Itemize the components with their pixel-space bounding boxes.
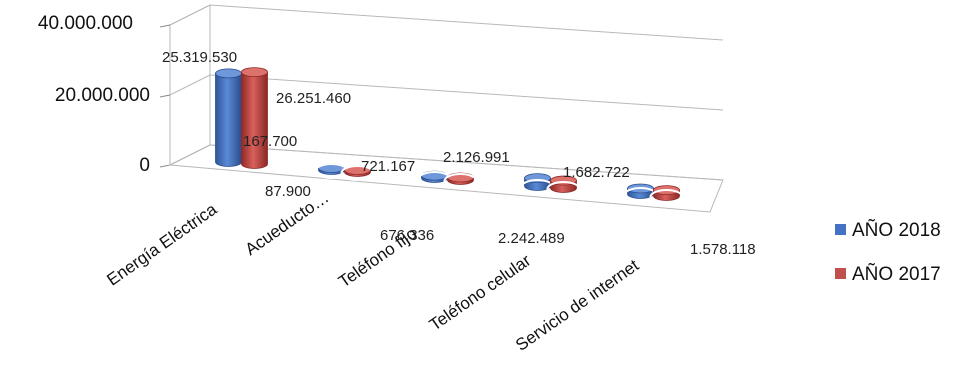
bar-2018-3 [520,173,555,195]
bar-2017-3 [546,175,581,197]
data-label-2018-acueducto: 87.900 [265,183,311,200]
bar-2018-2 [417,170,452,187]
bar-2018-4 [623,183,658,203]
bar-2018-0 [215,68,242,167]
y-tick-label-20m: 20.000.000 [55,85,150,106]
x-tick-label-telefono-fijo: Teléfono fijo [335,224,420,292]
data-label-2018-servicio-internet: 1.578.118 [690,241,756,258]
gridline-side [169,74,211,96]
legend-swatch-2017 [835,268,846,279]
data-label-2017-acueducto: 167.700 [243,133,297,150]
gridline [209,74,724,111]
y-tick-label-40m: 40.000.000 [38,13,133,34]
floor [168,144,724,213]
data-label-2018-telefono-fijo: 676.336 [380,227,434,244]
gridline-side [169,4,211,26]
legend-label-2017: AÑO 2017 [852,263,941,285]
data-label-2017-servicio-internet: 1.682.722 [563,164,630,181]
gridline [209,4,724,41]
bar-2017-4 [649,185,684,205]
x-tick-label-telefono-celular: Teléfono celular [426,251,535,335]
chart-walls [159,4,724,213]
legend-swatch-2018 [835,224,846,235]
y-tick-label-0: 0 [139,155,150,176]
data-label-2017-telefono-celular: 2.126.991 [443,149,510,166]
y-tick-mark [159,24,171,28]
bars-layer [215,67,684,205]
x-tick-label-energia: Energía Eléctrica [103,199,220,289]
data-label-2018-telefono-celular: 2.242.489 [498,230,565,247]
data-label-2017-telefono-fijo: 721.167 [361,158,415,175]
legend: AÑO 2018 AÑO 2017 [835,219,941,285]
data-label-2017-energia: 26.251.460 [276,90,351,107]
bar-2017-2 [443,172,478,189]
legend-label-2018: AÑO 2018 [852,219,941,241]
y-tick-mark [159,94,171,98]
data-label-2018-energia: 25.319.530 [162,49,237,66]
bar-2017-1 [340,165,375,181]
bar-2017-0 [241,67,268,169]
x-tick-label-servicio-internet: Servicio de internet [512,256,642,355]
